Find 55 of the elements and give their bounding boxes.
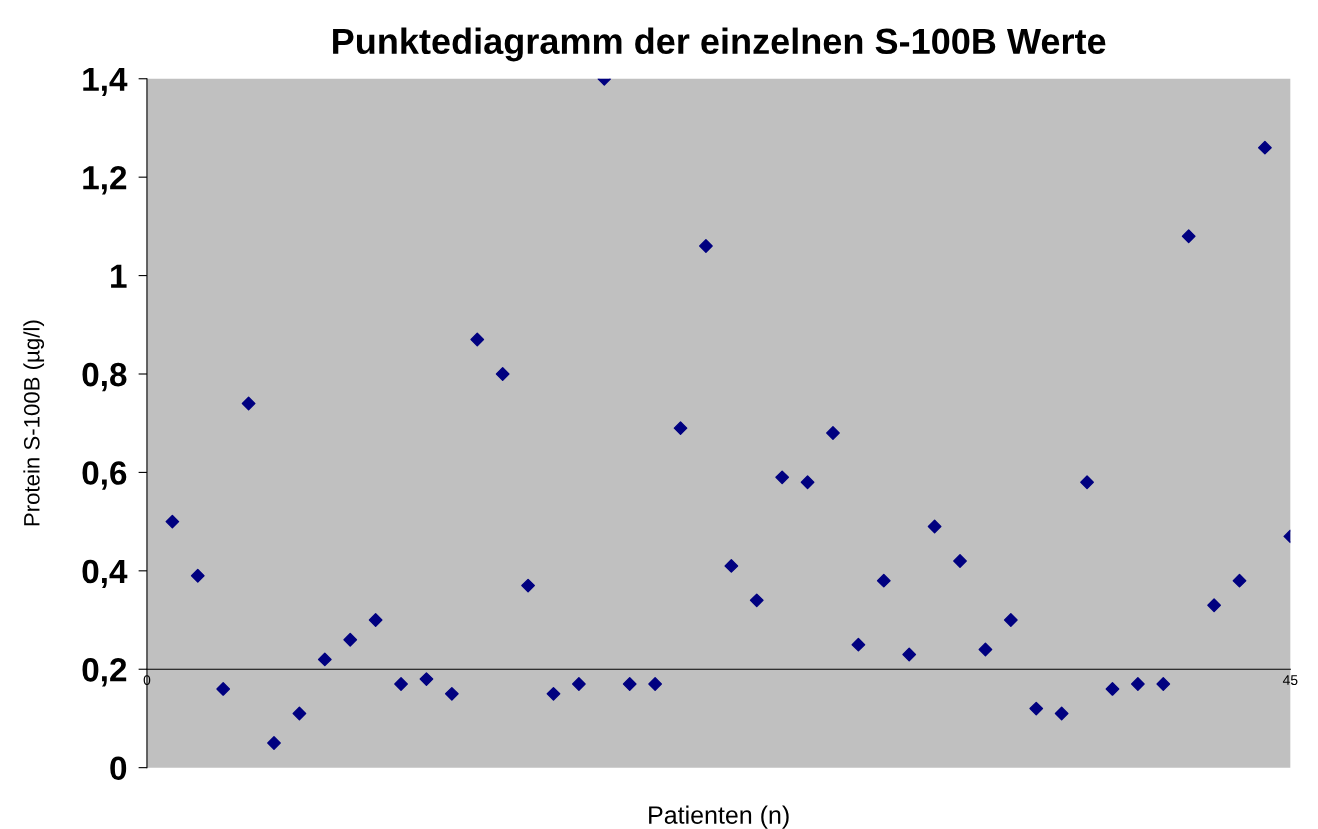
- point: [343, 632, 358, 647]
- point: [1054, 706, 1069, 721]
- point: [673, 421, 688, 436]
- point: [1207, 598, 1222, 613]
- point: [241, 396, 256, 411]
- point: [470, 332, 485, 347]
- point: [851, 637, 866, 652]
- point: [1232, 573, 1247, 588]
- point: [495, 367, 510, 381]
- point: [724, 558, 739, 573]
- chart-title: Punktediagramm der einzelnen S-100B Werte: [333, 27, 1106, 62]
- y-tick-label: 0: [110, 756, 127, 781]
- point: [927, 519, 942, 534]
- point: [800, 475, 815, 490]
- point: [190, 568, 205, 583]
- point: [648, 677, 663, 691]
- y-tick-label: 0,2: [82, 658, 127, 687]
- point: [775, 470, 790, 485]
- x-axis-title: Patienten (n): [649, 805, 789, 829]
- point: [1029, 701, 1044, 716]
- point: [546, 686, 561, 701]
- point: [1080, 475, 1094, 490]
- point: [419, 672, 434, 686]
- x-tick-label: 45: [1282, 675, 1298, 685]
- point: [876, 573, 891, 588]
- y-axis-title: Protein S-100B (µg/l): [23, 320, 45, 526]
- point: [165, 514, 180, 529]
- point: [292, 706, 307, 721]
- y-tick-label: 0,6: [82, 461, 127, 490]
- point: [216, 682, 231, 696]
- point: [699, 239, 713, 253]
- point: [749, 593, 764, 608]
- point: [1003, 613, 1018, 627]
- point: [622, 677, 637, 691]
- point: [444, 686, 459, 701]
- point: [1181, 229, 1196, 244]
- point: [902, 647, 917, 662]
- point: [317, 652, 332, 667]
- point: [267, 736, 281, 750]
- point: [1105, 682, 1120, 696]
- y-tick-label: 1,2: [83, 165, 127, 195]
- y-tick-label: 0,4: [82, 559, 128, 589]
- point: [571, 677, 586, 691]
- y-tick-label: 1,4: [83, 67, 128, 96]
- y-tick-label: 0,8: [82, 362, 127, 392]
- point: [521, 578, 535, 593]
- point: [394, 677, 408, 691]
- point: [1156, 677, 1171, 691]
- point: [826, 426, 840, 440]
- y-tick-label: 1: [111, 264, 127, 288]
- point: [953, 554, 967, 568]
- point: [1258, 140, 1272, 155]
- point: [368, 613, 383, 627]
- point: [1130, 677, 1145, 691]
- point: [978, 642, 993, 657]
